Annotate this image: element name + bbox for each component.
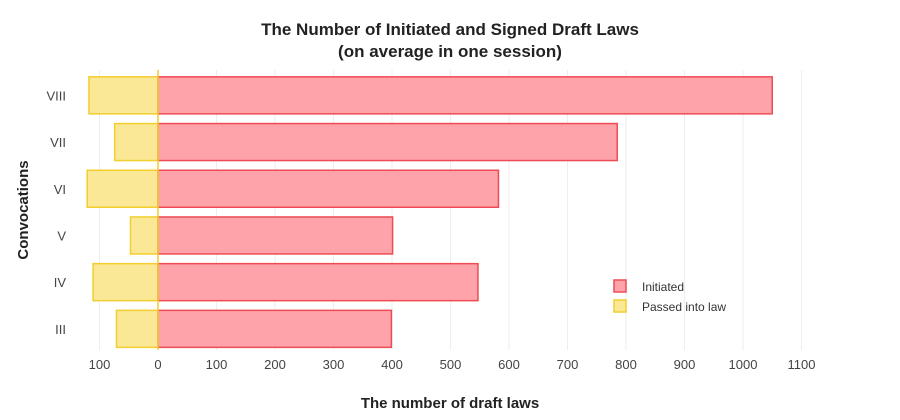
x-tick-label: 1100 xyxy=(788,357,816,372)
bar-initiated-iii[interactable] xyxy=(157,309,393,349)
bar-initiated-vii[interactable] xyxy=(157,122,618,162)
bar-passed-v[interactable] xyxy=(129,216,159,255)
legend-swatch-initiated xyxy=(613,279,627,293)
y-axis-title: Convocations xyxy=(15,160,32,259)
bar-passed-viii[interactable] xyxy=(88,76,159,115)
y-tick-label: III xyxy=(55,322,66,337)
y-tick-label: VIII xyxy=(46,88,66,103)
legend-label-initiated[interactable]: Initiated xyxy=(642,280,684,294)
y-tick-label: VII xyxy=(50,135,66,150)
bar-initiated-v[interactable] xyxy=(157,216,394,255)
x-tick-label: 600 xyxy=(498,357,520,372)
x-tick-label: 1000 xyxy=(729,357,758,372)
bar-initiated-viii[interactable] xyxy=(157,76,773,115)
legend-swatch-passed xyxy=(613,299,627,313)
axis-ticks: 100 0 100 200 300 400 500 600 700 800 900 1000 1100V… xyxy=(46,88,815,372)
chart-title-line-1: The Number of Initiated and Signed Draft… xyxy=(261,20,639,39)
x-tick-label: 900 xyxy=(674,357,696,372)
chart-title-line-2: (on average in one session) xyxy=(338,42,562,61)
bar-passed-vi[interactable] xyxy=(86,169,159,208)
y-tick-label: V xyxy=(57,228,66,243)
x-tick-label: 700 xyxy=(557,357,579,372)
y-tick-label: IV xyxy=(54,275,67,290)
x-tick-label: 0 xyxy=(154,357,161,372)
x-tick-label: 400 xyxy=(381,357,403,372)
x-tick-label: 100 xyxy=(89,357,111,372)
x-axis-title: The number of draft laws xyxy=(361,395,539,412)
bars xyxy=(86,70,773,350)
x-tick-label: 500 xyxy=(440,357,462,372)
bar-initiated-iv[interactable] xyxy=(157,262,479,302)
y-tick-label: VI xyxy=(54,182,66,197)
x-tick-label: 200 xyxy=(264,357,286,372)
bar-passed-vii[interactable] xyxy=(113,122,159,162)
legend-label-passed[interactable]: Passed into law xyxy=(642,300,726,314)
x-tick-label: 800 xyxy=(615,357,637,372)
bar-passed-iv[interactable] xyxy=(92,262,159,302)
x-tick-label: 300 xyxy=(323,357,345,372)
bar-passed-iii[interactable] xyxy=(115,309,159,349)
x-tick-label: 100 xyxy=(206,357,228,372)
legend: Initiated Passed into law xyxy=(613,279,726,314)
bar-initiated-vi[interactable] xyxy=(157,169,500,208)
